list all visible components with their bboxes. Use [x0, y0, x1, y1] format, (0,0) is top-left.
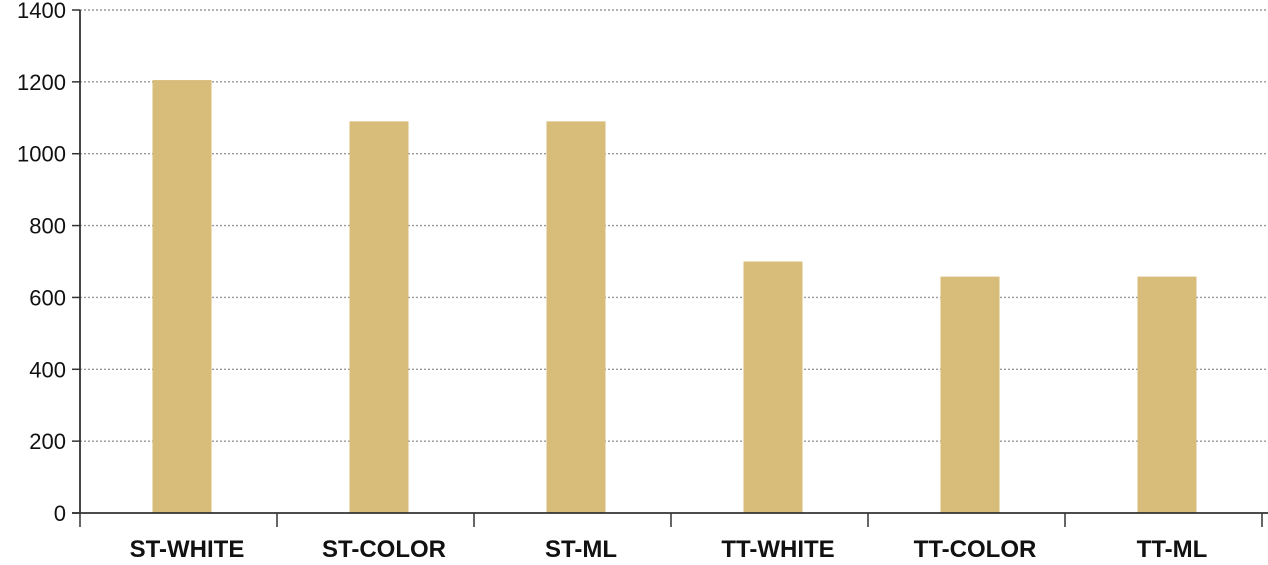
y-tick-labels: 0 200 400 600 800 1000 1200 1400	[17, 0, 66, 526]
y-tick-label: 1200	[17, 70, 66, 95]
y-tick-label: 200	[29, 429, 66, 454]
bar-st-ml	[546, 121, 606, 513]
x-tick-label: ST-COLOR	[322, 536, 446, 563]
bars	[152, 80, 1197, 513]
x-tick-label: TT-ML	[1137, 536, 1208, 563]
y-tick-label: 0	[54, 501, 66, 526]
y-tick-label: 1400	[17, 0, 66, 23]
x-tick-label: TT-COLOR	[914, 536, 1037, 563]
bar-st-white	[152, 80, 212, 513]
y-tick-label: 1000	[17, 142, 66, 167]
y-tick-label: 800	[29, 214, 66, 239]
bar-tt-white	[743, 261, 803, 513]
y-tick-label: 600	[29, 285, 66, 310]
bar-st-color	[349, 121, 409, 513]
x-tick-label: TT-WHITE	[721, 536, 834, 563]
x-tick-label: ST-ML	[545, 536, 617, 563]
x-tick-labels: ST-WHITE ST-COLOR ST-ML TT-WHITE TT-COLOR TT-…	[130, 536, 1208, 563]
axes	[72, 9, 1268, 527]
bar-tt-ml	[1137, 276, 1197, 513]
bar-tt-color	[940, 276, 1000, 513]
x-tick-label: ST-WHITE	[130, 536, 245, 563]
y-tick-label: 400	[29, 357, 66, 382]
gridlines	[80, 9, 1268, 442]
